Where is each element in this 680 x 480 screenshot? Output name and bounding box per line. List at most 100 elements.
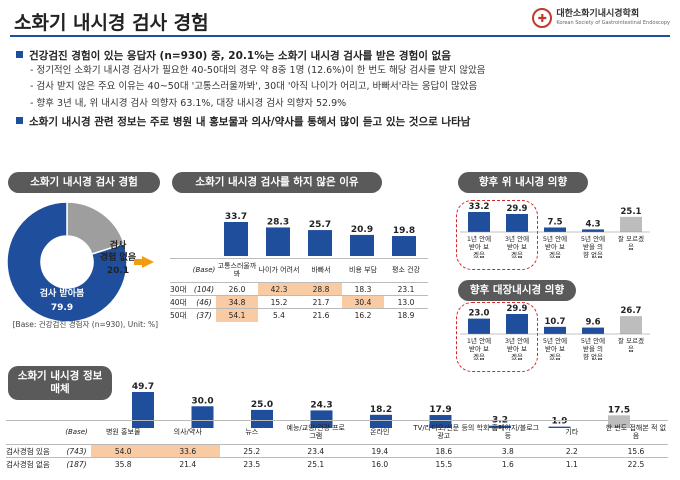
data-label: 23.0	[469, 309, 490, 319]
column-header: 예능/교양/건강 프로그램	[283, 420, 348, 445]
table-cell: 18.6	[411, 444, 476, 458]
data-label: 25.1	[621, 207, 642, 217]
data-label: 25.7	[309, 220, 331, 230]
column-header: 고통스러울까 봐	[216, 258, 258, 283]
table-cell: 1.6	[475, 457, 540, 471]
table-cell: 22.5	[603, 457, 668, 471]
data-label: 20.9	[351, 225, 373, 235]
bar	[308, 230, 332, 256]
table-cell: 23.4	[283, 444, 348, 458]
bar	[544, 227, 566, 232]
slice-value: 79.9	[51, 303, 73, 313]
bar	[224, 222, 248, 256]
data-label: 7.5	[547, 217, 562, 227]
category-label: 5년 안에 받아 보 겠음	[543, 234, 567, 259]
column-header: 기타	[539, 420, 604, 445]
colon-intent-chart: 23.0 1년 안에 받아 보 겠음 29.9 3년 안에 받아 보 겠음 10.7 5년 안에 받…	[460, 304, 650, 361]
data-label: 28.3	[267, 217, 289, 227]
row-base: (46)	[192, 295, 216, 309]
data-label: 17.9	[429, 405, 451, 415]
bullet-square-icon	[16, 117, 23, 125]
table-cell: 16.2	[342, 308, 384, 322]
stomach-intent-chart: 33.2 1년 안에 받아 보 겠음 29.9 3년 안에 받아 보 겠음 7.5 5년 안에 받아…	[460, 202, 650, 259]
table-cell: 18.3	[342, 282, 384, 296]
category-label: 3년 안에 받아 보 겠음	[505, 234, 529, 259]
bullet-1-sub-3: - 향후 3년 내, 위 내시경 검사 의향자 63.1%, 대장 내시경 검사…	[30, 97, 347, 109]
colon-highlight-box	[456, 302, 538, 372]
slice-label: 검사	[110, 239, 127, 251]
table-cell: 33.6	[155, 444, 220, 458]
column-header: 바빠서	[300, 258, 342, 283]
column-header: 학회 홈페이지/블로그 등	[475, 420, 540, 445]
bullet-square-icon	[16, 51, 23, 58]
table-cell: 54.0	[90, 444, 156, 458]
table-cell: 13.0	[384, 295, 428, 309]
data-label: 18.2	[370, 405, 392, 415]
table-cell: 26.0	[216, 282, 258, 296]
column-header: 뉴스	[219, 420, 284, 445]
bar	[620, 216, 642, 232]
table-cell: 21.7	[300, 295, 342, 309]
data-label: 17.5	[608, 405, 630, 415]
table-cell: 18.9	[384, 308, 428, 322]
table-cell: 16.0	[347, 457, 412, 471]
data-label: 24.3	[310, 400, 332, 410]
column-header: TV/라디오/신문 등의 광고	[411, 420, 476, 445]
row-label: 40대	[170, 295, 192, 309]
slice-label: 경험 없음	[100, 251, 136, 263]
table-row: 30대 (104) 26.0 42.3 28.8 18.3 23.1	[170, 282, 428, 296]
column-header: 나이가 어려서	[258, 258, 300, 283]
data-label: 4.3	[585, 219, 600, 229]
bar	[132, 392, 154, 428]
bullet-2-text: 소화기 내시경 관련 정보는 주로 병원 내 홍보물과 의사/약사를 통해서 많…	[29, 116, 471, 129]
base-header: (Base)	[192, 258, 216, 283]
bullet-1-sub-2: - 검사 받지 않은 주요 이유는 40~50대 '고통스러울까봐', 30대 …	[30, 81, 478, 93]
table-cell: 34.8	[216, 295, 258, 309]
table-cell: 21.6	[300, 308, 342, 322]
table-row: 검사경험 있음 (743) 54.0 33.6 25.2 23.4 19.4 18.6 3.8 2…	[6, 444, 668, 458]
society-logo: ✚ 대한소화기내시경학회 Korean Society of Gastroint…	[532, 8, 670, 28]
table-header-row: (Base) 병원 홍보물 의사/약사 뉴스 예능/교양/건강 프로그램 온라인 TV/라디…	[6, 420, 668, 445]
bullet-1-text: 건강검진 경험이 있는 응답자 (n=930) 중, 20.1%는 소화기 내시…	[29, 50, 451, 62]
data-label: 25.0	[251, 400, 273, 410]
bullet-1-sub-1: - 정기적인 소화기 내시경 검사가 필요한 40-50대의 경우 약 8중 1…	[30, 65, 486, 76]
bullet-1: 건강검진 경험이 있는 응답자 (n=930) 중, 20.1%는 소화기 내시…	[16, 48, 666, 63]
info-panel-title: 소화기 내시경 정보매체	[8, 366, 112, 401]
data-label: 30.0	[191, 396, 213, 406]
info-media-table: (Base) 병원 홍보물 의사/약사 뉴스 예능/교양/건강 프로그램 온라인 TV/라디…	[6, 420, 668, 471]
table-row: 검사경험 없음 (187) 35.8 21.4 23.5 25.1 16.0 15.5 1.6 1…	[6, 457, 668, 471]
data-label: 19.8	[393, 226, 415, 236]
experience-base-note: [Base: 건강검진 경험자 (n=930), Unit: %]	[12, 320, 158, 329]
category-label: 5년 안에 받아 보 겠음	[543, 336, 567, 361]
table-cell: 15.2	[258, 295, 300, 309]
society-emblem-icon: ✚	[532, 8, 553, 28]
row-label: 검사경험 있음	[6, 444, 63, 458]
row-label: 검사경험 없음	[6, 457, 63, 471]
row-base: (187)	[62, 457, 91, 471]
category-label: 잘 모르겠 음	[618, 234, 644, 251]
table-cell: 5.4	[258, 308, 300, 322]
slice-label: 검사 받아봄	[40, 287, 85, 299]
row-label: 50대	[170, 308, 192, 322]
arrow-icon	[142, 256, 154, 268]
table-cell: 19.4	[347, 444, 412, 458]
table-cell: 2.2	[539, 444, 604, 458]
table-cell: 21.4	[155, 457, 220, 471]
table-row: 40대 (46) 34.8 15.2 21.7 30.4 13.0	[170, 295, 428, 309]
table-cell: 15.5	[411, 457, 476, 471]
row-label: 30대	[170, 282, 192, 296]
table-corner	[6, 420, 63, 445]
experience-panel-title: 소화기 내시경 검사 경험	[8, 172, 160, 194]
table-cell: 1.1	[539, 457, 604, 471]
reasons-bar-chart: 33.7 28.3 25.7 20.9 19.8	[224, 212, 416, 256]
column-header: 온라인	[347, 420, 412, 445]
reasons-table: (Base) 고통스러울까 봐 나이가 어려서 바빠서 비용 부담 평소 건강 30대 (10…	[170, 258, 428, 322]
column-header: 병원 홍보물	[90, 420, 156, 445]
table-cell: 3.8	[475, 444, 540, 458]
data-label: 9.6	[585, 318, 600, 328]
bar	[468, 212, 490, 232]
table-cell: 30.4	[342, 295, 384, 309]
table-cell: 28.8	[300, 282, 342, 296]
